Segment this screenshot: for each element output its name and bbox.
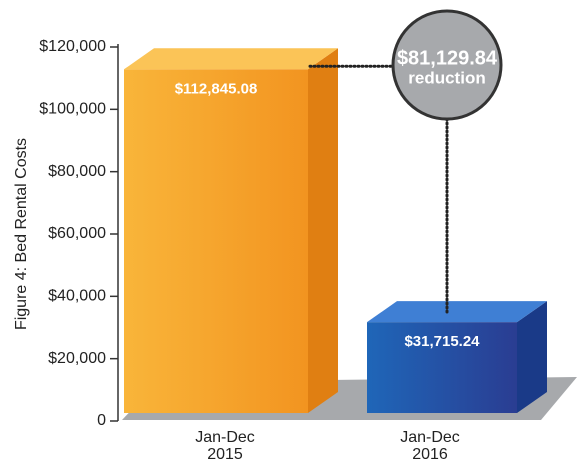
- y-axis-label: Figure 4: Bed Rental Costs: [13, 138, 30, 330]
- y-tick-label: $20,000: [48, 350, 106, 367]
- bar: [124, 69, 308, 413]
- bar-side: [308, 48, 338, 413]
- annotation-amount: $81,129.84: [397, 47, 498, 69]
- y-tick-label: 0: [97, 412, 106, 429]
- y-tick-label: $80,000: [48, 163, 106, 180]
- y-tick-label: $100,000: [39, 101, 106, 118]
- bar-top: [124, 48, 338, 70]
- bar-side: [517, 301, 547, 413]
- y-tick-label: $120,000: [39, 38, 106, 55]
- bar: [367, 322, 517, 413]
- y-tick-label: $40,000: [48, 288, 106, 305]
- y-tick-label: $60,000: [48, 225, 106, 242]
- x-tick-label: Jan-Dec 2016: [400, 429, 460, 463]
- value-label: $112,845.08: [175, 80, 258, 97]
- x-tick-label: Jan-Dec 2015: [195, 429, 255, 463]
- annotation-circle: [391, 9, 503, 121]
- value-label: $31,715.24: [404, 333, 480, 350]
- bar-top: [367, 301, 547, 323]
- annotation-text: reduction: [408, 68, 485, 87]
